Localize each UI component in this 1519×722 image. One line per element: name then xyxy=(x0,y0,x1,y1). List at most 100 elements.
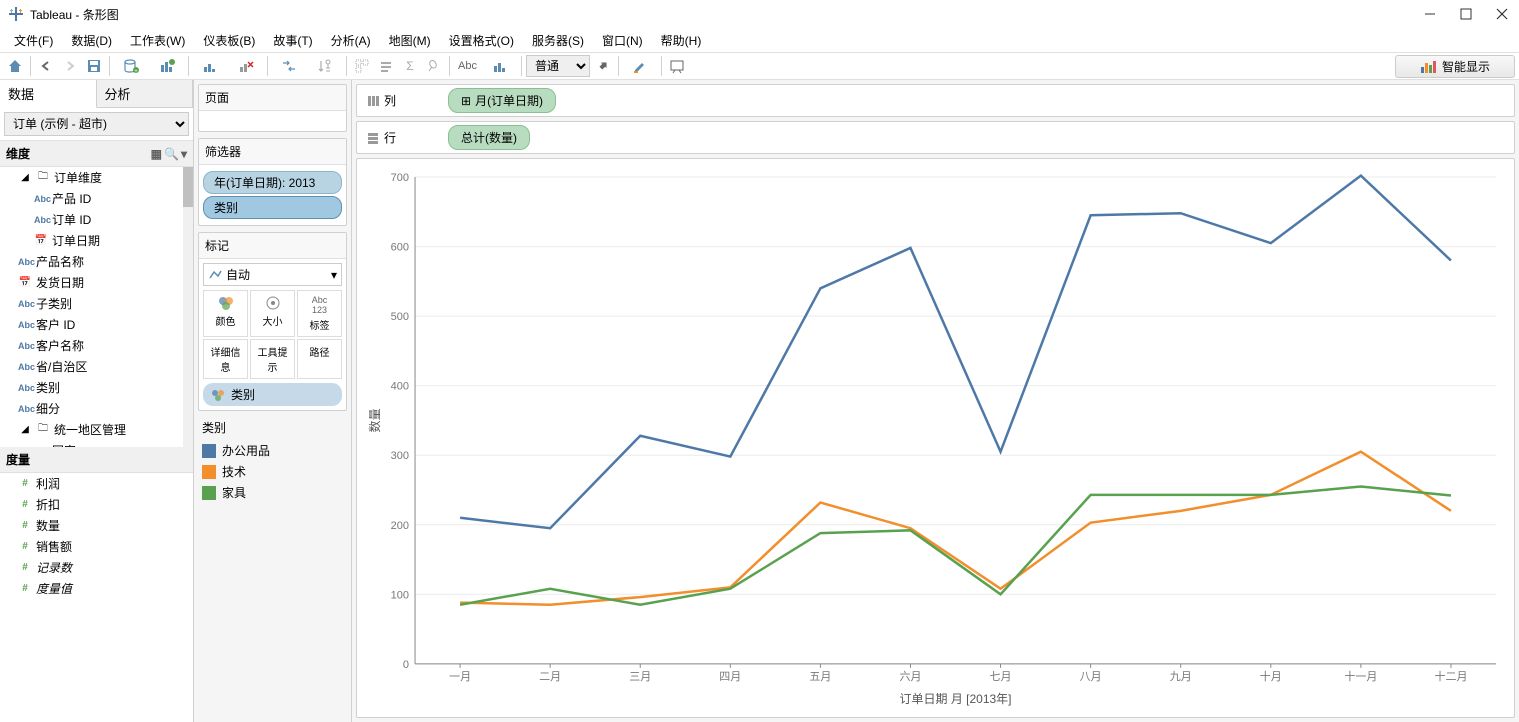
menu-dashboard[interactable]: 仪表板(B) xyxy=(195,29,263,52)
rows-shelf[interactable]: 行 总计(数量) xyxy=(356,121,1515,154)
maximize-button[interactable] xyxy=(1457,5,1475,23)
duplicate-button[interactable] xyxy=(193,55,227,77)
menu-server[interactable]: 服务器(S) xyxy=(524,29,592,52)
sort-asc-button[interactable] xyxy=(308,55,342,77)
swap-button[interactable] xyxy=(272,55,306,77)
legend-item[interactable]: 办公用品 xyxy=(202,440,343,461)
tab-analytics[interactable]: 分析 xyxy=(97,80,194,107)
field-label: 子类别 xyxy=(36,295,72,312)
field-item[interactable]: #度量值 xyxy=(0,578,193,599)
menu-file[interactable]: 文件(F) xyxy=(6,29,61,52)
showlabels-button[interactable] xyxy=(375,55,397,77)
close-button[interactable] xyxy=(1493,5,1511,23)
minimize-button[interactable] xyxy=(1421,5,1439,23)
pin2-button[interactable] xyxy=(592,55,614,77)
columns-shelf[interactable]: 列 ⊞月(订单日期) xyxy=(356,84,1515,117)
text-icon: Abc xyxy=(18,299,32,309)
field-item[interactable]: Abc省/自治区 xyxy=(0,356,193,377)
rows-pill[interactable]: 总计(数量) xyxy=(448,125,530,150)
chart[interactable]: 0100200300400500600700一月二月三月四月五月六月七月八月九月… xyxy=(356,158,1515,718)
app-icon xyxy=(8,6,24,22)
field-label: 订单维度 xyxy=(54,169,102,186)
presentation-button[interactable] xyxy=(666,55,688,77)
clear-button[interactable] xyxy=(229,55,263,77)
dimensions-header: 维度 ▦ 🔍 ▾ xyxy=(0,141,193,167)
marks-size[interactable]: 大小 xyxy=(250,290,295,337)
fit-select[interactable]: 普通 xyxy=(526,55,590,77)
new-datasource-button[interactable]: + xyxy=(114,55,148,77)
field-item[interactable]: 📅订单日期 xyxy=(0,230,193,251)
menu-worksheet[interactable]: 工作表(W) xyxy=(122,29,193,52)
filter-pill[interactable]: 类别 xyxy=(203,196,342,219)
datasource-select[interactable]: 订单 (示例 - 超市) xyxy=(4,112,189,136)
svg-text:十月: 十月 xyxy=(1260,669,1282,683)
marks-label[interactable]: Abc123标签 xyxy=(297,290,342,337)
search-icon[interactable]: 🔍 xyxy=(164,147,179,161)
svg-text:500: 500 xyxy=(391,311,409,323)
abc-button[interactable]: Abc xyxy=(454,55,481,77)
menu-data[interactable]: 数据(D) xyxy=(63,29,120,52)
field-item[interactable]: Abc 子类别 xyxy=(0,293,193,314)
field-label: 国家 xyxy=(52,442,76,447)
field-label: 度量值 xyxy=(36,580,72,597)
menu-map[interactable]: 地图(M) xyxy=(381,29,439,52)
svg-text:0: 0 xyxy=(403,659,409,671)
field-item[interactable]: ◢🗀订单维度 xyxy=(0,167,193,188)
app-title: Tableau - 条形图 xyxy=(30,6,119,23)
number-icon: # xyxy=(18,499,32,510)
highlight-button[interactable] xyxy=(623,55,657,77)
forward-button[interactable] xyxy=(59,55,81,77)
marks-detail[interactable]: 详细信息 xyxy=(203,339,248,379)
save-button[interactable] xyxy=(83,55,105,77)
view-toggle-icon[interactable]: ▦ xyxy=(151,147,162,161)
field-item[interactable]: #利润 xyxy=(0,473,193,494)
field-item[interactable]: Abc类别 xyxy=(0,377,193,398)
menu-analysis[interactable]: 分析(A) xyxy=(323,29,379,52)
svg-text:数量: 数量 xyxy=(367,408,382,432)
field-label: 产品名称 xyxy=(36,253,84,270)
marks-type-select[interactable]: 自动 ▾ xyxy=(203,263,342,286)
group-button[interactable] xyxy=(351,55,373,77)
field-item[interactable]: #记录数 xyxy=(0,557,193,578)
field-item[interactable]: #数量 xyxy=(0,515,193,536)
folder-icon: ◢ xyxy=(18,424,32,435)
legend-item[interactable]: 技术 xyxy=(202,461,343,482)
menu-help[interactable]: 帮助(H) xyxy=(653,29,710,52)
marks-path[interactable]: 路径 xyxy=(297,339,342,379)
field-item[interactable]: Abc产品 ID xyxy=(0,188,193,209)
marks-tooltip[interactable]: 工具提示 xyxy=(250,339,295,379)
legend-item[interactable]: 家具 xyxy=(202,482,343,503)
menu-window[interactable]: 窗口(N) xyxy=(594,29,651,52)
field-item[interactable]: Abc客户名称 xyxy=(0,335,193,356)
field-item[interactable]: #销售额 xyxy=(0,536,193,557)
legend-swatch xyxy=(202,465,216,479)
columns-pill[interactable]: ⊞月(订单日期) xyxy=(448,88,556,113)
filter-pill[interactable]: 年(订单日期): 2013 xyxy=(203,171,342,194)
field-item[interactable]: Abc订单 ID xyxy=(0,209,193,230)
menu-story[interactable]: 故事(T) xyxy=(265,29,320,52)
field-item[interactable]: Abc客户 ID xyxy=(0,314,193,335)
rows-label: 行 xyxy=(384,129,396,146)
back-button[interactable] xyxy=(35,55,57,77)
new-worksheet-button[interactable] xyxy=(150,55,184,77)
showme-button[interactable]: 智能显示 xyxy=(1395,55,1515,78)
marks-color-pill[interactable]: 类别 xyxy=(203,383,342,406)
field-item[interactable]: 📅发货日期 xyxy=(0,272,193,293)
home-button[interactable] xyxy=(4,55,26,77)
field-label: 订单日期 xyxy=(52,232,100,249)
pin-button[interactable] xyxy=(423,55,445,77)
menu-format[interactable]: 设置格式(O) xyxy=(441,29,522,52)
scrollbar-thumb[interactable] xyxy=(183,167,193,207)
tab-data[interactable]: 数据 xyxy=(0,80,97,108)
field-item[interactable]: #折扣 xyxy=(0,494,193,515)
field-item[interactable]: ◢🗀统一地区管理 xyxy=(0,419,193,440)
chart-type-button[interactable] xyxy=(483,55,517,77)
dropdown-icon[interactable]: ▾ xyxy=(181,147,187,161)
date-icon: 📅 xyxy=(18,277,32,288)
aggregate-button[interactable]: Σ xyxy=(399,55,421,77)
marks-color[interactable]: 颜色 xyxy=(203,290,248,337)
field-item[interactable]: Abc细分 xyxy=(0,398,193,419)
svg-text:八月: 八月 xyxy=(1080,671,1102,683)
field-item[interactable]: Abc产品名称 xyxy=(0,251,193,272)
field-item[interactable]: Abc国家 xyxy=(0,440,193,447)
